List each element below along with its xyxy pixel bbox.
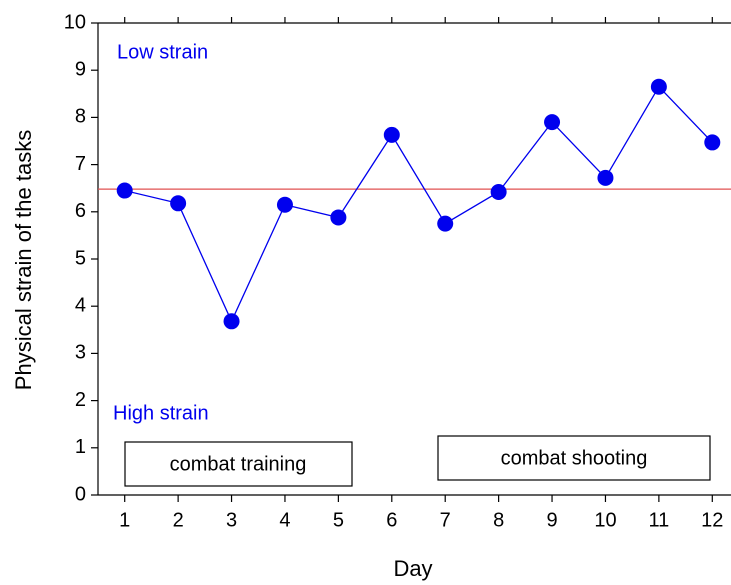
annotation: High strain <box>113 402 209 424</box>
y-axis-label: Physical strain of the tasks <box>11 130 36 390</box>
x-tick-label: 11 <box>648 509 669 531</box>
y-tick-label: 8 <box>75 106 86 128</box>
x-tick-label: 1 <box>119 509 130 531</box>
y-tick-label: 2 <box>75 389 86 411</box>
data-point <box>650 78 667 95</box>
x-tick-label: 2 <box>173 509 184 531</box>
x-tick-label: 5 <box>333 509 344 531</box>
data-point <box>490 183 507 200</box>
data-point <box>544 114 561 131</box>
annotation: Low strain <box>117 41 208 63</box>
x-tick-label: 10 <box>594 509 616 531</box>
data-point <box>597 169 614 186</box>
y-tick-label: 10 <box>64 11 86 33</box>
data-point <box>170 195 187 212</box>
x-tick-label: 8 <box>493 509 504 531</box>
annotation: combat training <box>170 453 307 475</box>
y-tick-label: 0 <box>75 483 86 505</box>
y-tick-label: 3 <box>75 342 86 364</box>
x-tick-label: 6 <box>386 509 397 531</box>
phase-box <box>124 441 353 487</box>
x-tick-label: 3 <box>226 509 237 531</box>
x-tick-label: 9 <box>546 509 557 531</box>
annotation: combat shooting <box>501 447 648 469</box>
y-tick-label: 7 <box>75 153 86 175</box>
x-tick-label: 7 <box>440 509 451 531</box>
phase-box <box>437 435 711 481</box>
y-tick-label: 9 <box>75 58 86 80</box>
data-point <box>330 209 347 226</box>
y-tick-label: 5 <box>75 247 86 269</box>
x-axis-label: Day <box>393 556 432 581</box>
data-point <box>704 134 721 151</box>
y-tick-label: 4 <box>75 294 86 316</box>
x-tick-label: 12 <box>701 509 723 531</box>
y-tick-label: 6 <box>75 200 86 222</box>
data-point <box>223 313 240 330</box>
data-point <box>383 126 400 143</box>
data-point <box>437 215 454 232</box>
y-tick-label: 1 <box>75 436 86 458</box>
series-line <box>124 85 713 323</box>
data-point <box>116 182 133 199</box>
x-tick-label: 4 <box>279 509 290 531</box>
data-point <box>276 196 293 213</box>
